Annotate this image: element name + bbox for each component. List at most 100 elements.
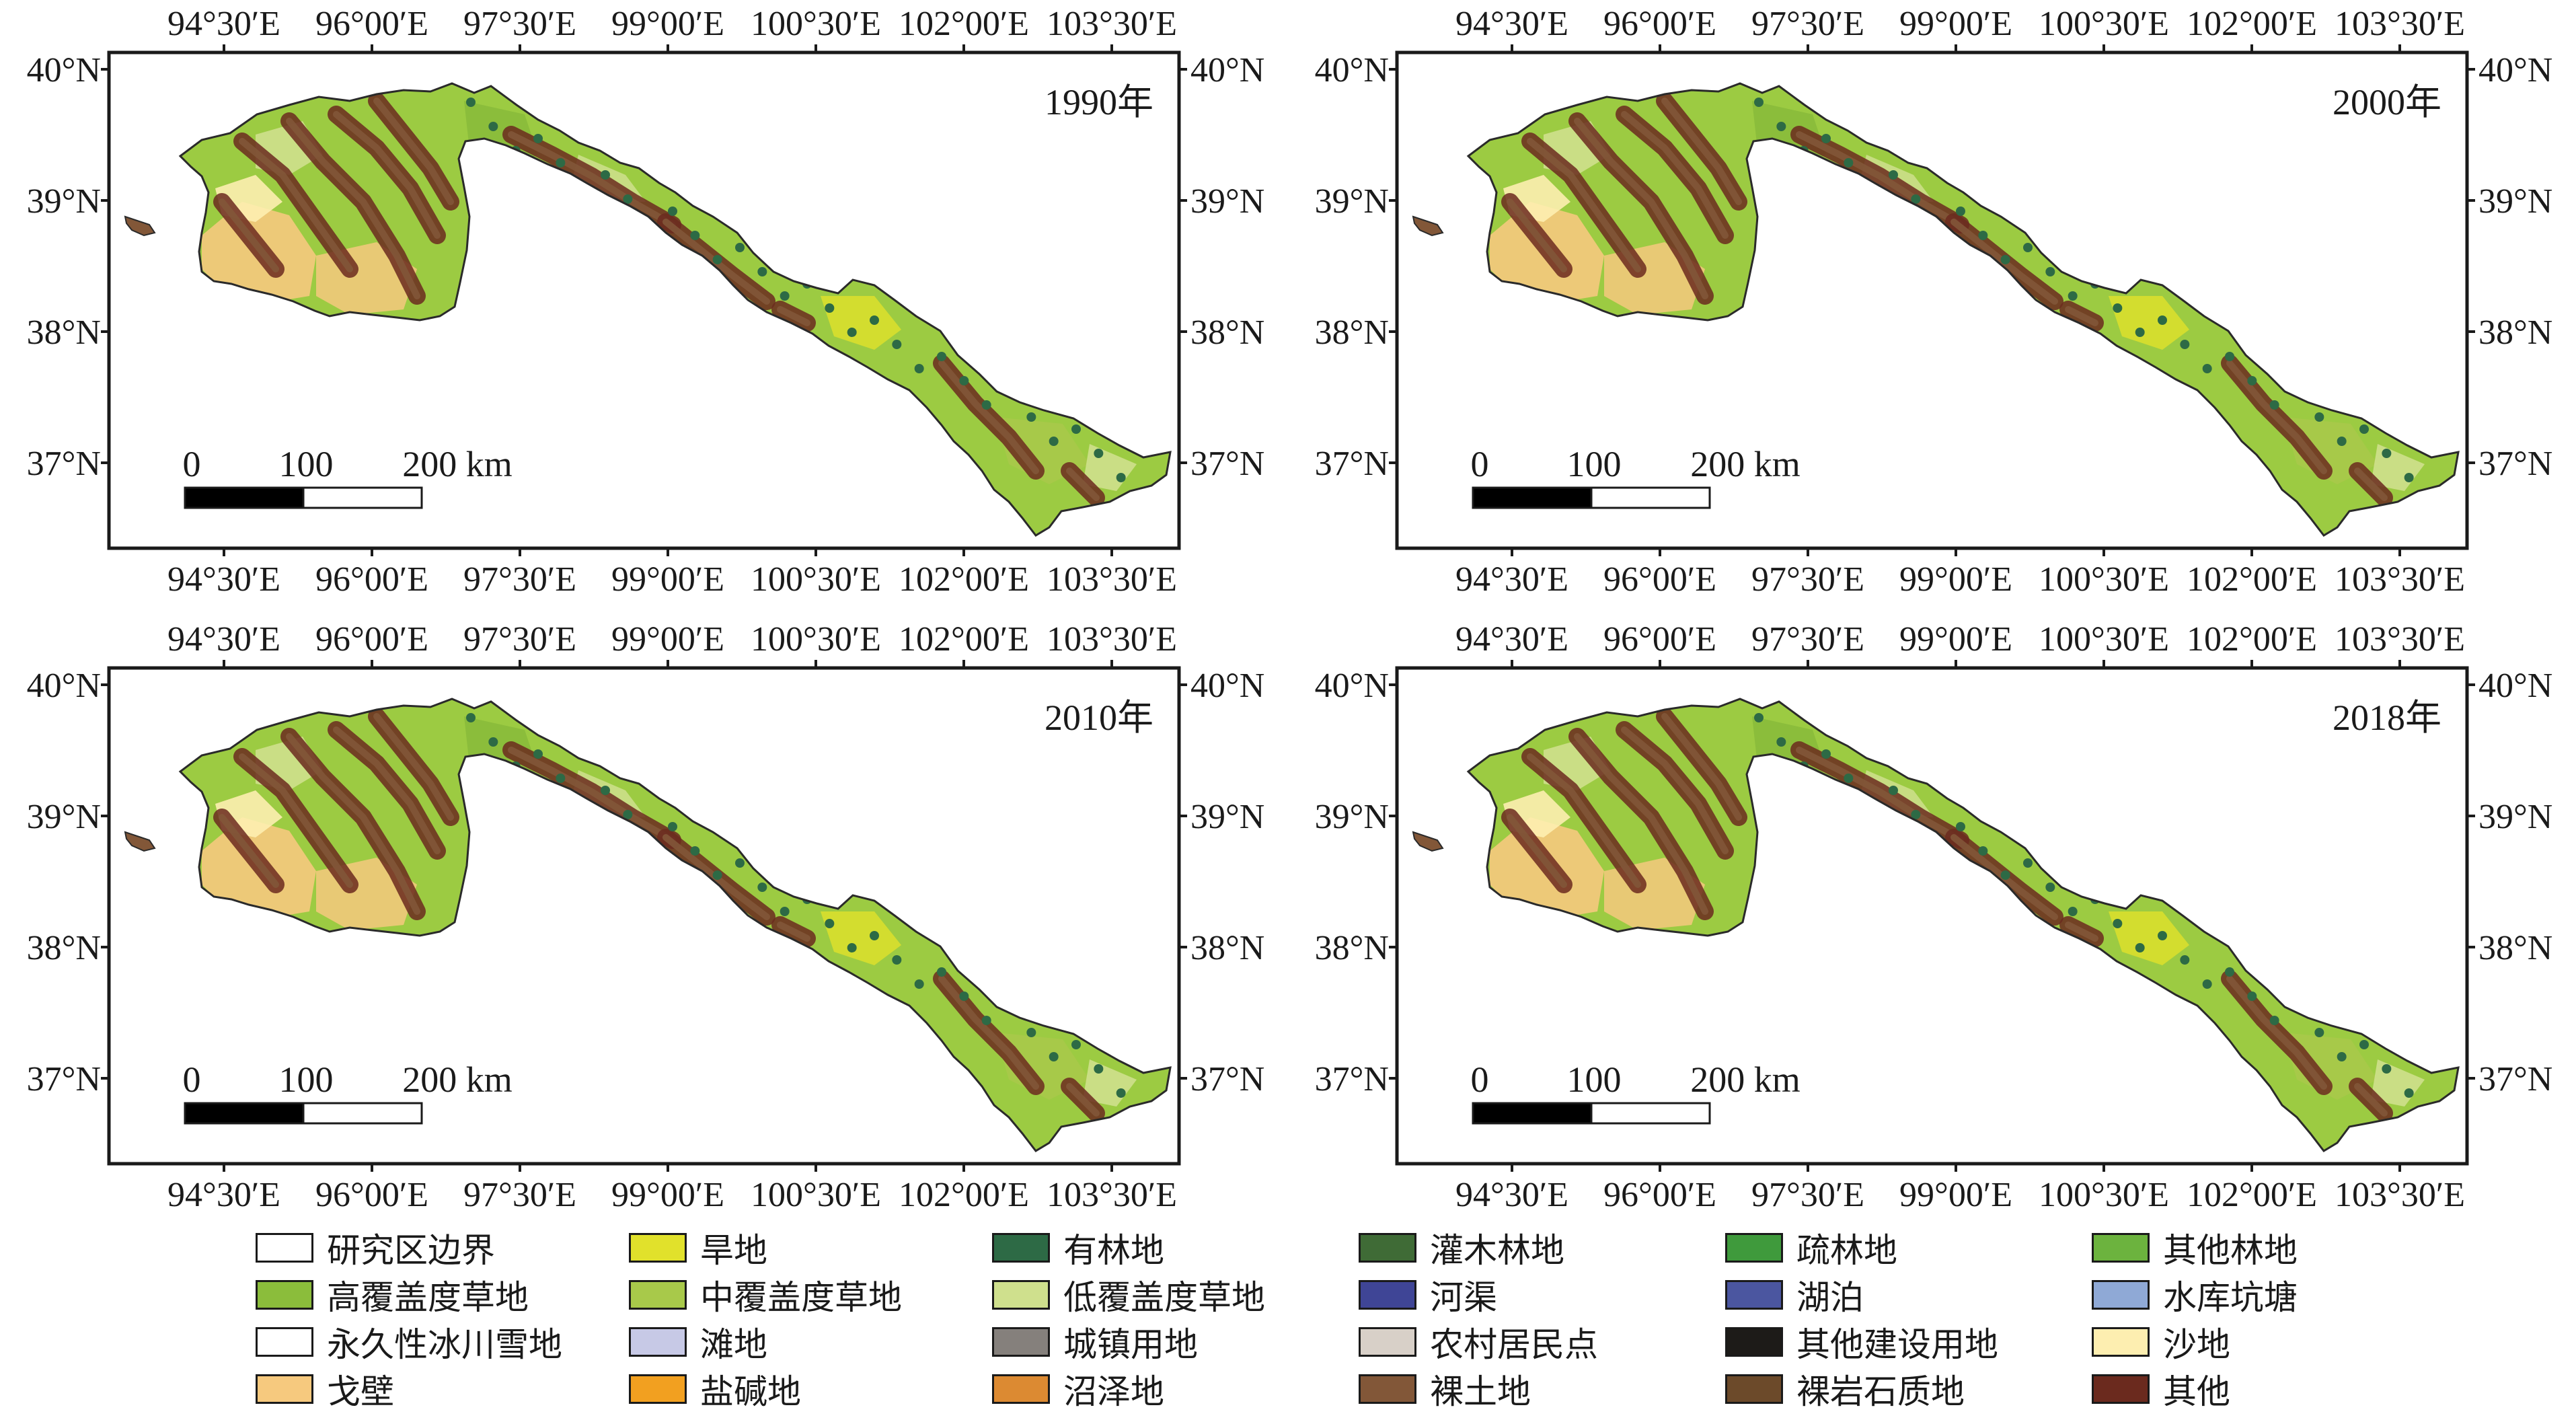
legend-label: 水库坑塘 bbox=[2163, 1279, 2298, 1316]
lon-label-bottom: 94°30′E bbox=[1455, 560, 1568, 599]
map-panel-3: 94°30′E 94°30′E 96°00′E 96°00′E 97°30′E 97°30… bbox=[0, 615, 1288, 1231]
forest-speck bbox=[690, 846, 700, 856]
lon-label-bottom: 100°30′E bbox=[2039, 560, 2169, 599]
forest-speck bbox=[847, 328, 857, 337]
legend-label: 其他林地 bbox=[2163, 1232, 2298, 1269]
lon-label-top: 100°30′E bbox=[2039, 620, 2169, 659]
lat-label-right: 38°N bbox=[1190, 929, 1264, 967]
lat-label-left: 38°N bbox=[1315, 929, 1389, 967]
forest-speck bbox=[2158, 931, 2167, 940]
lat-label-left: 37°N bbox=[1315, 1060, 1389, 1098]
legend-swatch bbox=[1725, 1233, 1783, 1263]
bare-rock-strip bbox=[1066, 1083, 1100, 1117]
legend-item: 水库坑塘 bbox=[2092, 1275, 2298, 1316]
legend: 研究区边界 旱地 有林地 灌木林地 疏林地 其他林地 高覆盖度草地 中覆盖度草地 低覆盖度草地 河… bbox=[256, 1224, 2408, 1419]
forest-speck bbox=[1094, 449, 1104, 458]
bare-rock-strip bbox=[1796, 747, 1964, 844]
outlying-patch bbox=[1412, 215, 1444, 237]
forest-speck bbox=[914, 364, 924, 373]
scale-bar-label: 0 bbox=[1471, 1059, 1489, 1100]
legend-label: 裸岩石质地 bbox=[1796, 1373, 1965, 1411]
legend-label: 其他建设用地 bbox=[1796, 1326, 1998, 1363]
land-patch bbox=[2109, 296, 2189, 350]
legend-item: 滩地 bbox=[629, 1322, 767, 1363]
bare-rock-strip bbox=[2226, 360, 2327, 474]
forest-speck bbox=[2314, 412, 2324, 422]
lat-label-left: 37°N bbox=[27, 445, 101, 483]
forest-speck bbox=[937, 352, 946, 361]
legend-label: 研究区边界 bbox=[327, 1232, 495, 1269]
legend-label: 灌木林地 bbox=[1430, 1232, 1564, 1269]
legend-item: 疏林地 bbox=[1725, 1228, 1897, 1269]
bare-rock-strip bbox=[938, 360, 1039, 474]
bare-rock-strip bbox=[777, 922, 810, 942]
region-boundary bbox=[178, 82, 1172, 537]
scale-bar-label: 0 bbox=[183, 1059, 201, 1100]
map-panel-4: 94°30′E 94°30′E 96°00′E 96°00′E 97°30′E 97°30… bbox=[1288, 615, 2576, 1231]
scale-bar-label: 100 bbox=[1567, 1059, 1622, 1100]
legend-label: 沙地 bbox=[2163, 1326, 2230, 1363]
forest-speck bbox=[1754, 713, 1764, 722]
forest-speck bbox=[1821, 749, 1831, 759]
year-label: 2018年 bbox=[2333, 698, 2441, 738]
bare-rock-strip bbox=[219, 814, 279, 888]
lat-label-left: 40°N bbox=[27, 51, 101, 89]
forest-speck bbox=[2382, 1064, 2392, 1074]
land-patch bbox=[821, 296, 901, 350]
bare-rock-strip bbox=[1507, 198, 1567, 272]
forest-speck bbox=[959, 376, 969, 385]
legend-item: 湖泊 bbox=[1725, 1275, 1864, 1316]
lon-label-top: 103°30′E bbox=[2335, 5, 2465, 43]
map-panel-2: 94°30′E 94°30′E 96°00′E 96°00′E 97°30′E 97°30… bbox=[1288, 0, 2576, 615]
forest-speck bbox=[2045, 267, 2055, 276]
legend-item: 沼泽地 bbox=[992, 1369, 1164, 1411]
map-svg: 94°30′E 94°30′E 96°00′E 96°00′E 97°30′E 97°30… bbox=[27, 5, 1265, 599]
forest-speck bbox=[2023, 243, 2033, 252]
bare-rock-strip bbox=[333, 111, 441, 239]
bare-rock-strip bbox=[1661, 98, 1742, 205]
lon-label-bottom: 100°30′E bbox=[2039, 1176, 2169, 1214]
region-boundary bbox=[178, 698, 1172, 1152]
legend-swatch bbox=[256, 1374, 313, 1404]
lon-label-bottom: 94°30′E bbox=[167, 560, 280, 599]
forest-speck bbox=[1026, 412, 1036, 422]
scale-bar-label: 0 bbox=[1471, 444, 1489, 484]
lat-label-right: 38°N bbox=[2478, 929, 2552, 967]
legend-item: 其他林地 bbox=[2092, 1228, 2298, 1269]
legend-item: 城镇用地 bbox=[992, 1322, 1198, 1363]
forest-speck bbox=[870, 931, 879, 940]
legend-swatch bbox=[1725, 1280, 1783, 1310]
bare-rock-strip bbox=[373, 98, 454, 205]
lat-label-right: 37°N bbox=[2478, 445, 2552, 483]
forest-speck bbox=[488, 122, 498, 131]
bare-rock-strip bbox=[239, 753, 353, 888]
lon-label-bottom: 102°00′E bbox=[2187, 1176, 2317, 1214]
bare-rock-strip bbox=[1661, 713, 1742, 821]
outlying-patch bbox=[124, 831, 156, 852]
lat-label-right: 37°N bbox=[2478, 1060, 2552, 1098]
legend-item: 其他建设用地 bbox=[1725, 1322, 1998, 1363]
lon-label-top: 94°30′E bbox=[167, 620, 280, 659]
legend-item: 沙地 bbox=[2092, 1322, 2230, 1363]
forest-speck bbox=[2000, 870, 2010, 880]
legend-swatch bbox=[629, 1233, 687, 1263]
legend-item: 河渠 bbox=[1359, 1275, 1497, 1316]
lon-label-bottom: 94°30′E bbox=[167, 1176, 280, 1214]
lat-label-right: 37°N bbox=[1190, 1060, 1264, 1098]
forest-speck bbox=[1889, 170, 1898, 180]
forest-speck bbox=[2269, 400, 2279, 410]
lon-label-top: 100°30′E bbox=[751, 620, 881, 659]
year-label: 2010年 bbox=[1045, 698, 1153, 738]
forest-speck bbox=[623, 194, 633, 204]
legend-item: 研究区边界 bbox=[256, 1228, 495, 1269]
lon-label-bottom: 99°00′E bbox=[1899, 560, 2012, 599]
forest-speck bbox=[1956, 822, 1965, 831]
scale-bar-label: 100 bbox=[1567, 444, 1622, 484]
bare-rock-strip bbox=[239, 138, 353, 272]
legend-item: 有林地 bbox=[992, 1228, 1164, 1269]
forest-speck bbox=[2247, 376, 2257, 385]
bare-rock-strip bbox=[333, 726, 441, 854]
bare-rock-strip bbox=[2226, 975, 2327, 1090]
legend-label: 疏林地 bbox=[1796, 1232, 1897, 1269]
lat-label-left: 38°N bbox=[27, 313, 101, 352]
